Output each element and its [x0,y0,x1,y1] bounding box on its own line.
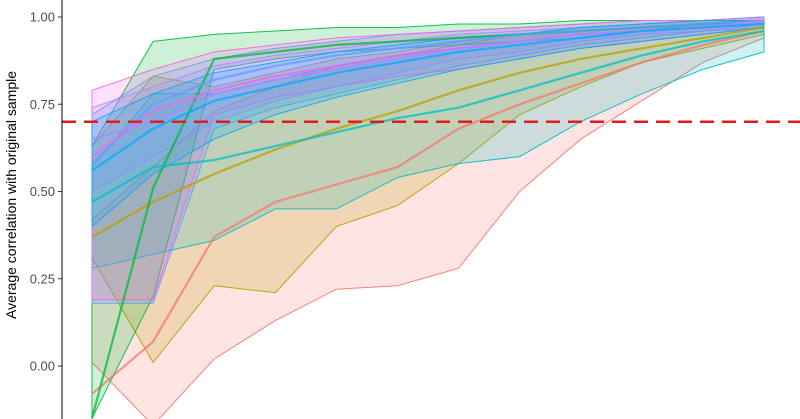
y-tick-label: 0.00 [30,359,55,374]
series-lines [90,19,765,419]
y-tick-label: 0.25 [30,271,55,286]
y-tick-label: 0.75 [30,97,55,112]
y-axis-ticks: 0.00 0.25 0.50 0.75 1.00 [30,10,62,374]
series-line-1 [91,29,765,395]
series-line-4 [91,29,765,203]
series-line-5 [91,19,765,165]
series-line-2 [91,26,765,238]
y-axis-title: Average correlation with original sample [3,71,19,319]
y-tick-label: 1.00 [30,10,55,25]
series-line-8 [91,22,765,172]
y-tick-label: 0.50 [30,184,55,199]
